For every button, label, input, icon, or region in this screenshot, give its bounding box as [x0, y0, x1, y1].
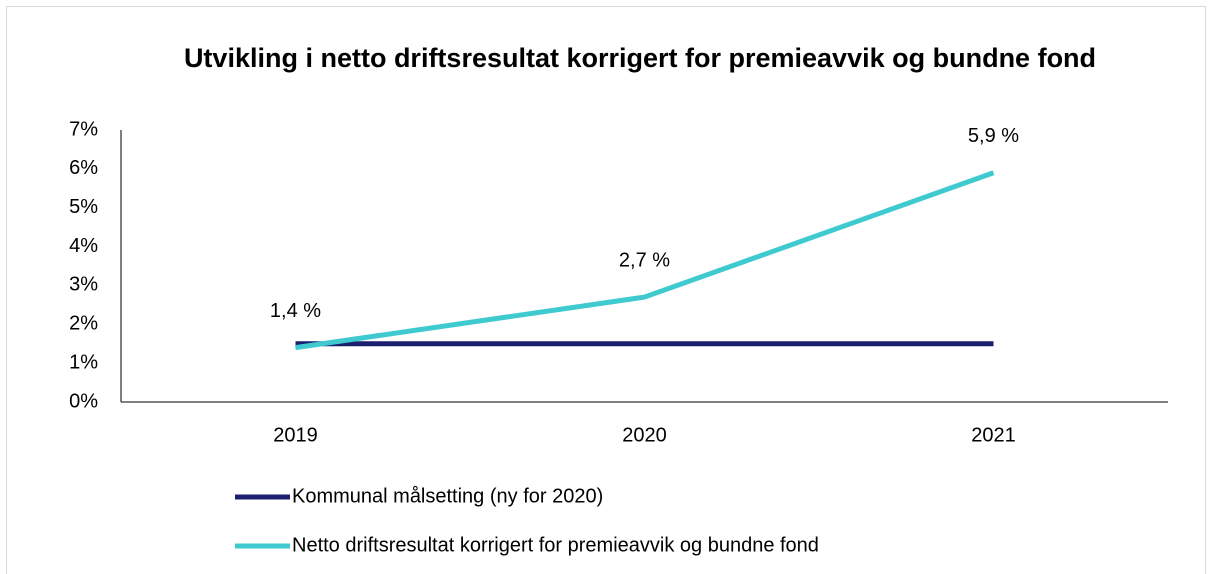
y-tick-label: 7%: [69, 118, 98, 140]
y-tick-label: 0%: [69, 390, 98, 412]
x-tick-label: 2019: [273, 424, 318, 446]
data-label: 5,9 %: [968, 125, 1019, 147]
y-tick-label: 5%: [69, 196, 98, 218]
y-tick-label: 1%: [69, 351, 98, 373]
x-tick-label: 2021: [971, 424, 1016, 446]
y-tick-label: 2%: [69, 313, 98, 335]
series-line: [295, 170, 995, 351]
data-label: 1,4 %: [270, 300, 321, 322]
y-tick-label: 6%: [69, 157, 98, 179]
x-tick-label: 2020: [622, 424, 667, 446]
y-tick-label: 4%: [69, 235, 98, 257]
y-tick-label: 3%: [69, 274, 98, 296]
chart-title: Utvikling i netto driftsresultat korrige…: [183, 43, 1097, 73]
legend-label: Netto driftsresultat korrigert for premi…: [292, 534, 819, 556]
data-label: 2,7 %: [619, 249, 670, 271]
chart-border: [6, 6, 1206, 574]
legend-label: Kommunal målsetting (ny for 2020): [292, 485, 603, 507]
